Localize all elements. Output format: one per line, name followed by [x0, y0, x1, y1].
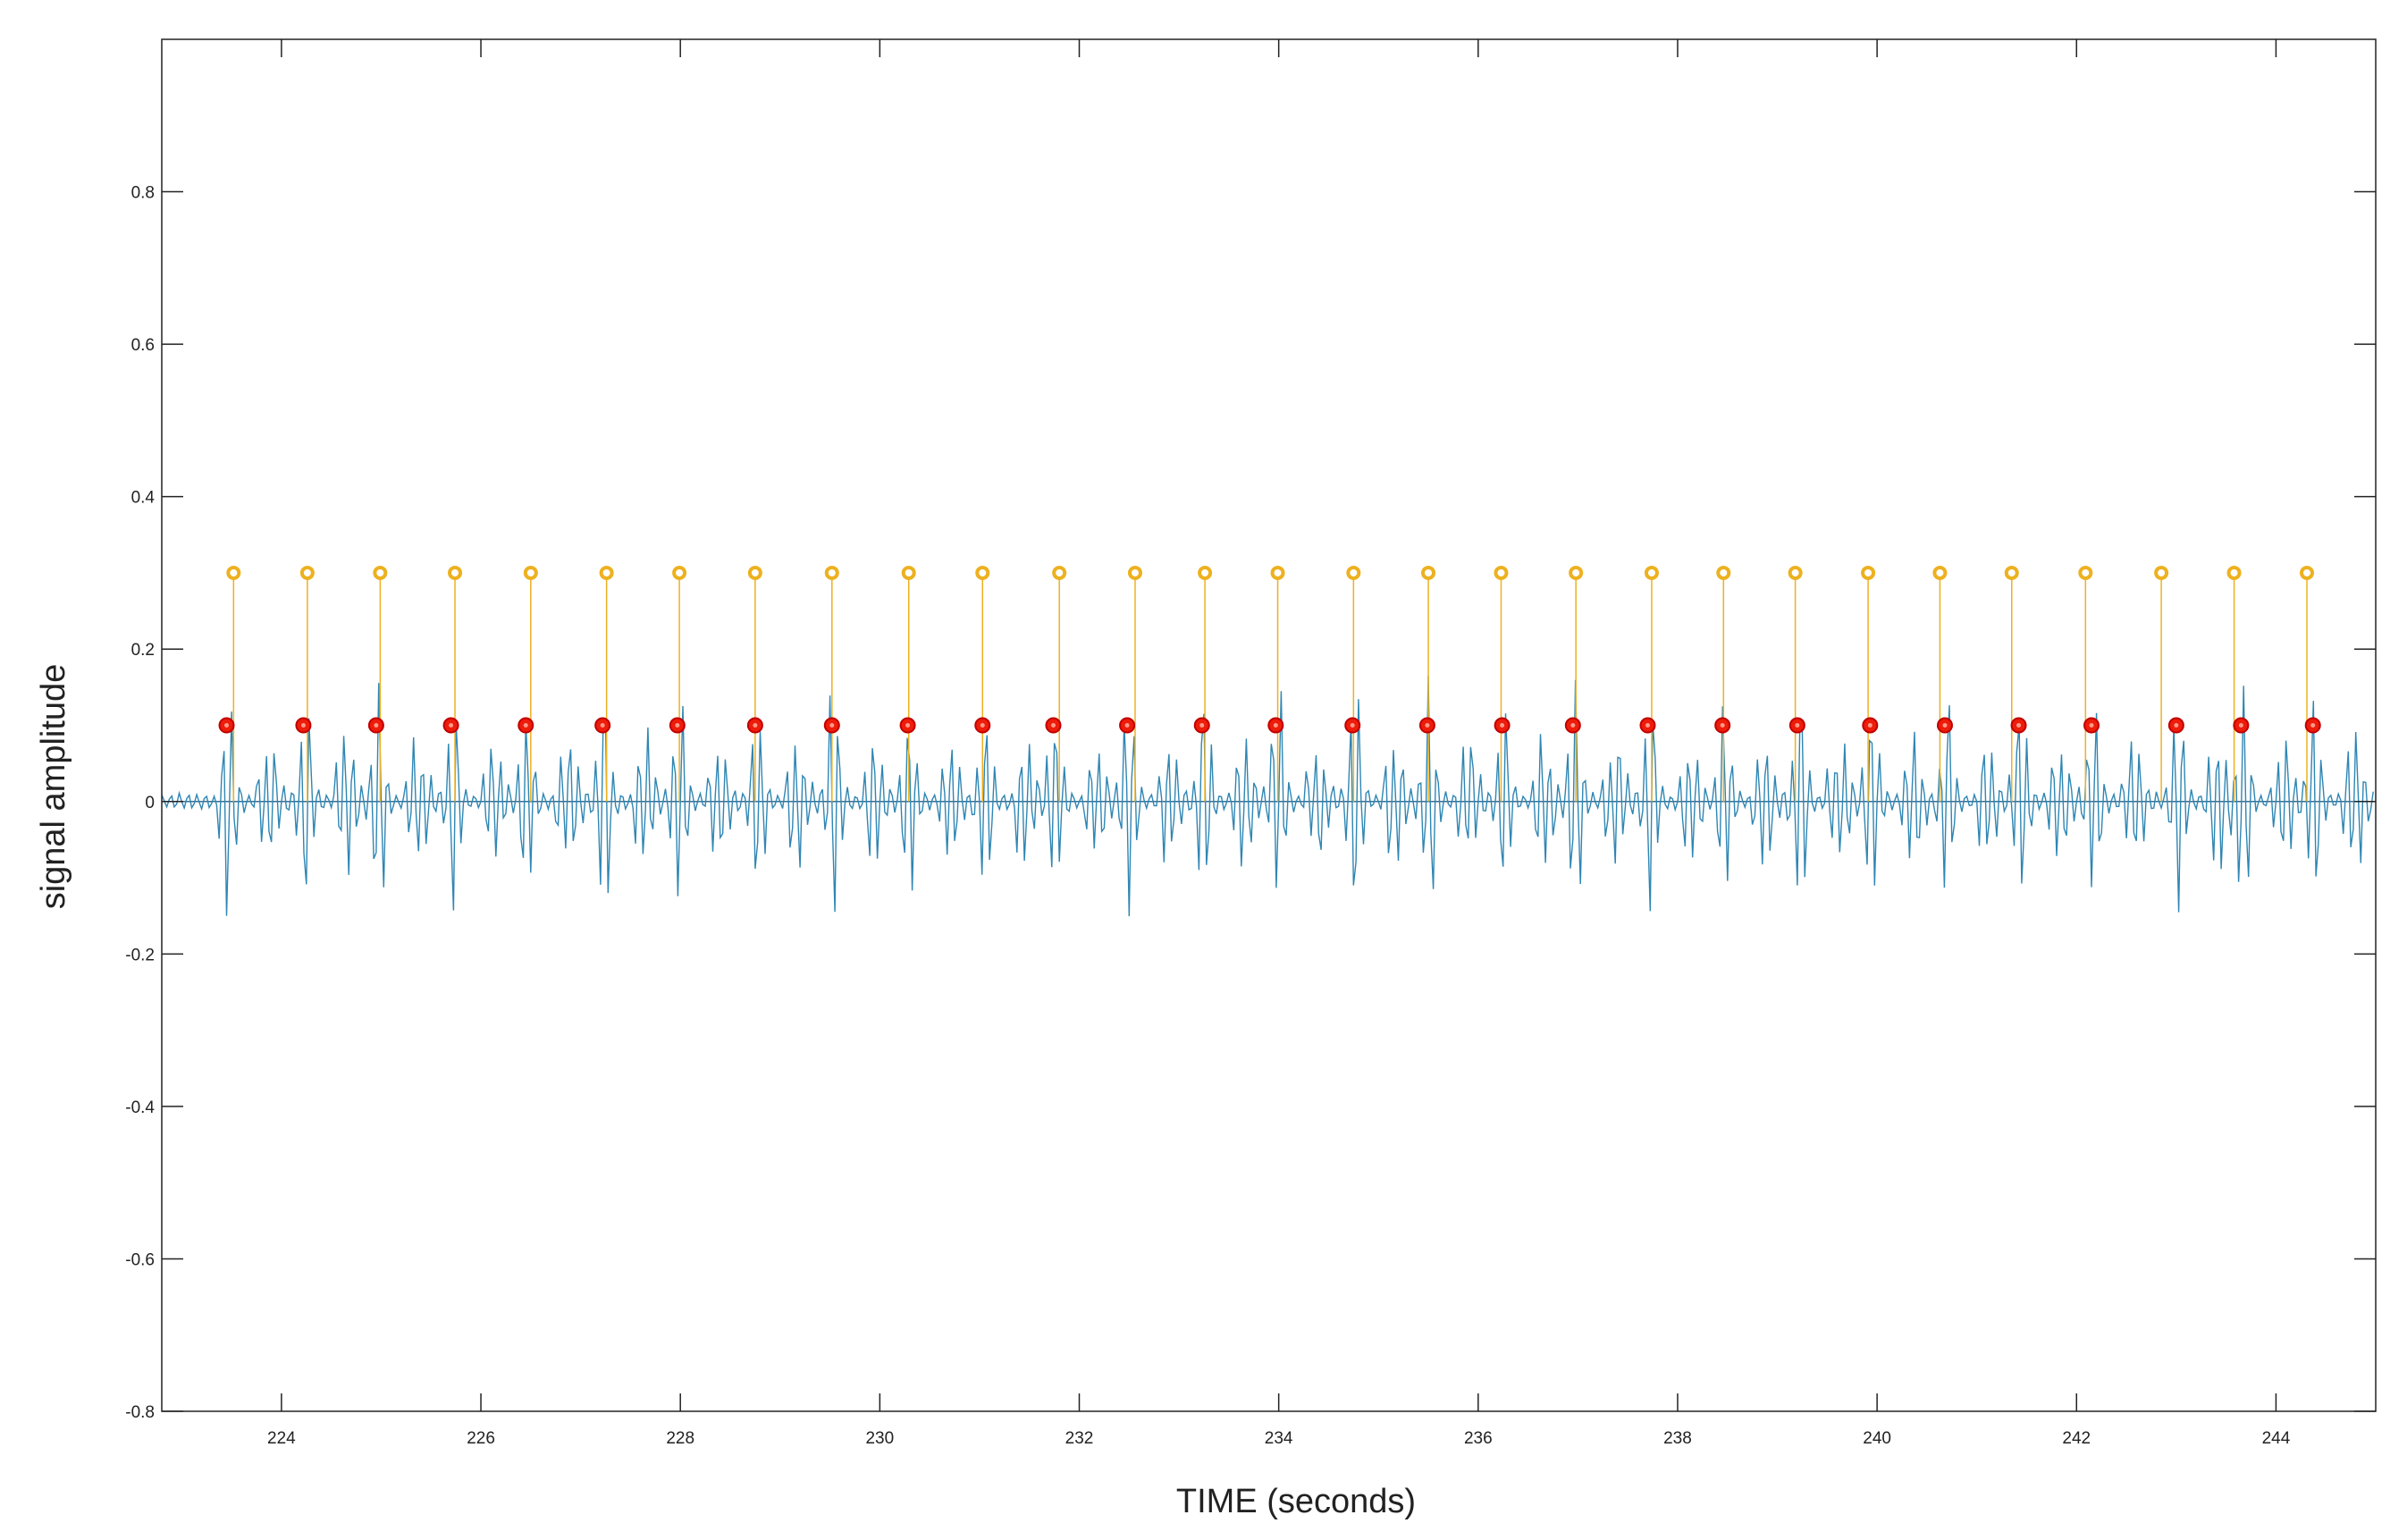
peak-marker-center	[1942, 723, 1948, 728]
reference-marker	[1052, 565, 1067, 580]
x-tick-label: 240	[1863, 1429, 1891, 1448]
reference-marker	[1932, 565, 1948, 580]
reference-marker	[523, 565, 538, 580]
signal-waveform	[161, 675, 2374, 917]
x-tick-label: 232	[1065, 1429, 1094, 1448]
reference-marker	[2078, 565, 2093, 580]
x-tick-label: 224	[267, 1429, 296, 1448]
peak-marker-center	[2174, 723, 2179, 728]
x-tick-label: 230	[865, 1429, 894, 1448]
reference-marker	[1494, 565, 1509, 580]
peak-marker-center	[600, 723, 605, 728]
reference-marker	[2300, 565, 2315, 580]
peak-marker-center	[1199, 723, 1205, 728]
y-tick-label: 0	[145, 794, 155, 812]
y-axis-label: signal amplitude	[35, 664, 72, 910]
reference-marker	[1569, 565, 1584, 580]
reference-marker	[1346, 565, 1361, 580]
peak-marker-center	[523, 723, 528, 728]
reference-marker	[226, 565, 241, 580]
reference-marker	[599, 565, 614, 580]
peak-marker-center	[1795, 723, 1800, 728]
x-tick-label: 244	[2262, 1429, 2291, 1448]
reference-marker	[975, 565, 990, 580]
x-tick-label: 242	[2062, 1429, 2091, 1448]
reference-marker	[2004, 565, 2019, 580]
y-tick-label: -0.6	[125, 1250, 155, 1269]
peak-marker-center	[2238, 723, 2243, 728]
reference-marker	[2226, 565, 2242, 580]
reference-marker	[1644, 565, 1659, 580]
x-tick-label: 226	[467, 1429, 495, 1448]
peak-marker-center	[1500, 723, 1505, 728]
plot-area	[161, 565, 2376, 917]
peak-marker-center	[1425, 723, 1430, 728]
peak-marker-center	[1124, 723, 1130, 728]
peak-marker-center	[1867, 723, 1873, 728]
peak-marker-center	[374, 723, 379, 728]
reference-marker	[373, 565, 388, 580]
peak-marker-center	[1050, 723, 1056, 728]
reference-marker	[448, 565, 463, 580]
y-tick-label: 0.4	[131, 489, 156, 508]
peak-marker-center	[1350, 723, 1355, 728]
reference-marker	[824, 565, 839, 580]
peak-marker-center	[224, 723, 230, 728]
peak-marker-center	[1645, 723, 1650, 728]
axes-box	[161, 38, 2377, 1412]
peak-marker-center	[2089, 723, 2094, 728]
peak-marker-center	[980, 723, 985, 728]
x-axis-label: TIME (seconds)	[1176, 1483, 1416, 1520]
y-tick-label: 0.2	[131, 641, 155, 660]
y-tick-label: -0.8	[125, 1403, 155, 1422]
reference-marker	[1270, 565, 1285, 580]
peak-marker-center	[675, 723, 680, 728]
axis-ticks: 224 226 228 230 232 234 236 238 240 242 244 -0.8 -0.…	[125, 39, 2376, 1448]
x-tick-label: 238	[1663, 1429, 1692, 1448]
peak-marker-center	[449, 723, 454, 728]
peak-marker-center	[829, 723, 835, 728]
reference-marker	[1127, 565, 1142, 580]
reference-marker	[1198, 565, 1213, 580]
y-tick-label: 0.6	[131, 336, 155, 355]
peak-marker-center	[1273, 723, 1278, 728]
reference-marker	[1421, 565, 1436, 580]
x-tick-label: 234	[1265, 1429, 1293, 1448]
reference-marker	[747, 565, 762, 580]
peak-marker-center	[1570, 723, 1576, 728]
peak-marker-center	[753, 723, 758, 728]
reference-marker	[299, 565, 315, 580]
reference-marker	[1861, 565, 1876, 580]
peak-marker-center	[2310, 723, 2316, 728]
reference-marker	[2154, 565, 2169, 580]
y-tick-label: -0.4	[125, 1098, 155, 1117]
reference-marker	[1788, 565, 1803, 580]
peak-marker-center	[300, 723, 306, 728]
peak-marker-center	[1720, 723, 1725, 728]
reference-marker	[901, 565, 916, 580]
x-tick-label: 228	[666, 1429, 694, 1448]
peak-marker-center	[2016, 723, 2022, 728]
y-tick-label: -0.2	[125, 946, 155, 964]
reference-marker	[672, 565, 687, 580]
y-tick-label: 0.8	[131, 184, 155, 203]
peak-marker-center	[905, 723, 911, 728]
reference-marker	[1716, 565, 1731, 580]
x-tick-label: 236	[1464, 1429, 1493, 1448]
